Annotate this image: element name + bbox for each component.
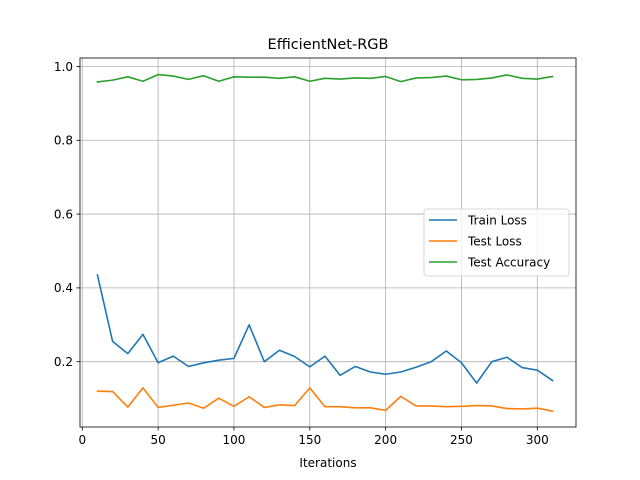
legend-label: Test Accuracy (467, 255, 550, 269)
y-tick-label: 0.2 (54, 355, 73, 369)
x-tick-label: 50 (150, 433, 165, 447)
x-tick-label: 0 (78, 433, 86, 447)
x-tick-label: 250 (450, 433, 473, 447)
plot-frame (79, 57, 577, 428)
y-axis: 0.2 0.4 0.6 0.8 1.0 (54, 60, 80, 369)
legend-box (423, 208, 570, 277)
x-axis-label: Iterations (299, 456, 356, 470)
x-axis: 0 50 100 150 200 250 300 (78, 427, 549, 447)
series-line-test-loss (96, 387, 554, 413)
y-tick-label: 0.8 (54, 134, 73, 148)
x-tick-label: 100 (223, 433, 246, 447)
y-tick-label: 0.6 (54, 207, 73, 221)
legend-label: Test Loss (467, 234, 522, 248)
x-tick-label: 150 (298, 433, 321, 447)
x-tick-label: 200 (374, 433, 397, 447)
series-line-test-accuracy (96, 73, 554, 83)
x-tick-label: 300 (526, 433, 549, 447)
legend: Train Loss Test Loss Test Accuracy (423, 208, 570, 277)
series-lines (96, 73, 554, 413)
y-tick-label: 1.0 (54, 60, 73, 74)
y-tick-label: 0.4 (54, 281, 73, 295)
legend-label: Train Loss (467, 213, 527, 227)
series-line-train-loss (96, 274, 554, 384)
chart-title: EfficientNet-RGB (268, 37, 389, 53)
